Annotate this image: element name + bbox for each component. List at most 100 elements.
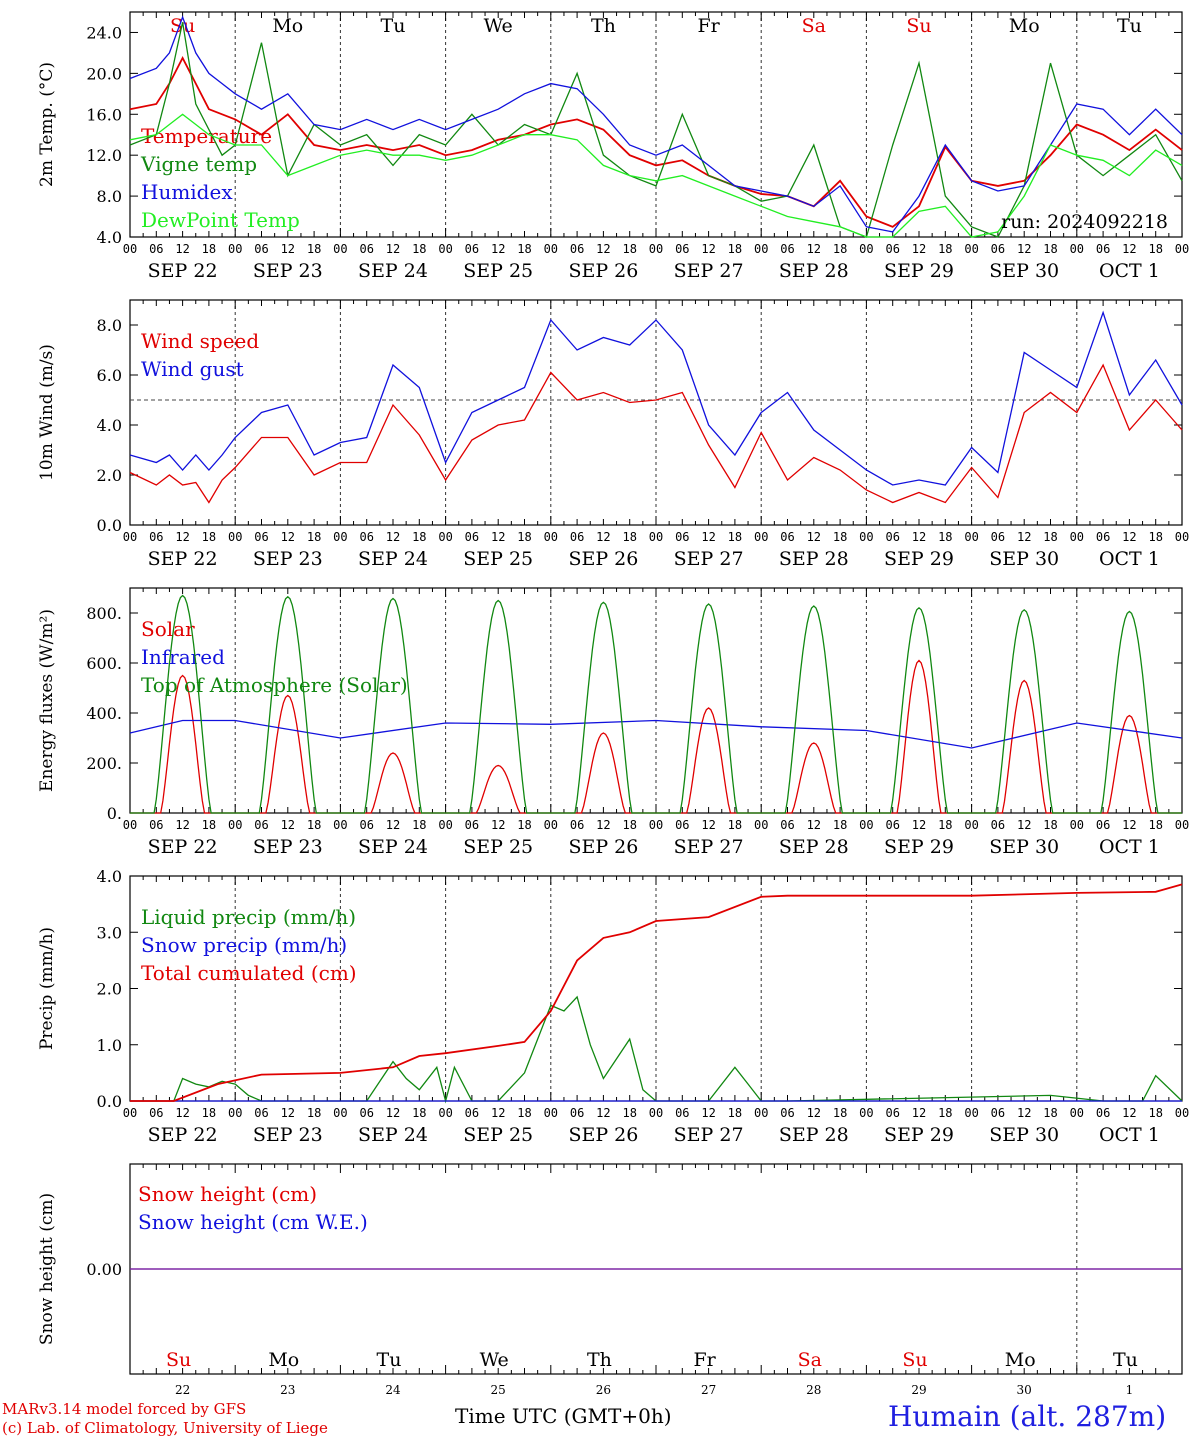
series-line-vigne-temp [129,22,1183,238]
date-label: SEP 27 [674,836,744,858]
hour-tick-label: 00 [123,530,137,544]
hour-tick-label: 18 [517,818,531,832]
day-number-label: 25 [491,1383,506,1397]
day-number-label: 28 [806,1383,821,1397]
weekday-label: We [480,1349,509,1371]
hour-tick-label: 00 [333,818,347,832]
hour-tick-label: 00 [1070,242,1084,256]
hour-tick-label: 12 [1122,242,1136,256]
hour-tick-label: 12 [1017,242,1031,256]
hour-tick-label: 06 [1096,530,1110,544]
date-label: SEP 27 [674,1124,744,1146]
y-tick-label: 2.0 [97,980,122,999]
hour-tick-label: 12 [701,530,715,544]
y-tick-label: 4.0 [97,867,122,886]
hour-tick-label: 12 [281,818,295,832]
day-number-label: 1 [1126,1383,1134,1397]
hour-tick-label: 06 [780,818,794,832]
legend-entry: Wind gust [141,357,244,381]
date-label: SEP 26 [568,1124,638,1146]
hour-tick-label: 18 [202,530,216,544]
hour-tick-label: 06 [570,530,584,544]
day-number-label: 29 [911,1383,926,1397]
hour-tick-label: 06 [675,818,689,832]
weekday-label: Tu [377,1349,402,1371]
hour-tick-label: 06 [465,530,479,544]
hour-tick-label: 12 [491,530,505,544]
legend-entry: Total cumulated (cm) [141,961,357,985]
hour-tick-label: 00 [228,818,242,832]
date-label: SEP 22 [148,836,218,858]
hour-tick-label: 06 [149,242,163,256]
date-label: SEP 27 [674,548,744,570]
hour-tick-label: 06 [1096,1106,1110,1120]
date-label: SEP 23 [253,260,323,282]
y-tick-label: 2.0 [97,466,122,485]
hour-tick-label: 18 [622,242,636,256]
y-tick-label: 4.0 [97,228,122,247]
hour-tick-label: 06 [254,242,268,256]
hour-tick-label: 00 [544,1106,558,1120]
station-name: Humain (alt. 287m) [888,1400,1167,1433]
hour-tick-label: 06 [1096,818,1110,832]
run-annotation: run: 2024092218 [1001,211,1168,233]
hour-tick-label: 18 [412,1106,426,1120]
hour-tick-label: 00 [964,1106,978,1120]
y-tick-label: 400. [86,704,122,723]
hour-tick-label: 00 [333,1106,347,1120]
date-label: SEP 24 [358,1124,428,1146]
hour-tick-label: 00 [438,818,452,832]
hour-tick-label: 12 [386,818,400,832]
hour-tick-label: 12 [1122,530,1136,544]
hour-tick-label: 00 [1070,818,1084,832]
date-label: SEP 26 [568,836,638,858]
date-label: SEP 23 [253,1124,323,1146]
hour-tick-label: 00 [859,1106,873,1120]
hour-tick-label: 06 [149,530,163,544]
legend-entry: Infrared [141,645,225,669]
hour-tick-label: 06 [570,242,584,256]
hour-tick-label: 06 [885,530,899,544]
legend-entry: Humidex [141,180,233,204]
hour-tick-label: 00 [1070,1106,1084,1120]
hour-tick-label: 12 [281,1106,295,1120]
hour-tick-label: 00 [228,530,242,544]
hour-tick-label: 12 [1017,530,1031,544]
legend-entry: Wind speed [141,329,259,353]
y-tick-label: 1.0 [97,1036,122,1055]
series-line-top-of-atmosphere-solar- [130,594,1182,814]
date-label: SEP 29 [884,836,954,858]
weekday-label: Fr [693,1349,716,1371]
hour-tick-label: 18 [938,818,952,832]
y-tick-label: 800. [86,604,122,623]
hour-tick-label: 18 [307,242,321,256]
hour-tick-label: 18 [728,242,742,256]
y-axis-label: Snow height (cm) [37,1193,57,1345]
hour-tick-label: 12 [1017,818,1031,832]
hour-tick-label: 06 [465,1106,479,1120]
hour-tick-label: 18 [1043,242,1057,256]
hour-tick-label: 00 [964,818,978,832]
hour-tick-label: 18 [517,242,531,256]
hour-tick-label: 18 [938,530,952,544]
hour-tick-label: 18 [728,530,742,544]
date-label: SEP 25 [463,548,533,570]
y-tick-label: 6.0 [97,366,122,385]
hour-tick-label: 12 [386,530,400,544]
date-label: SEP 24 [358,836,428,858]
hour-tick-label: 12 [175,818,189,832]
hour-tick-label: 00 [754,242,768,256]
hour-tick-label: 18 [202,818,216,832]
date-label: SEP 28 [779,1124,849,1146]
y-tick-label: 3.0 [97,923,122,942]
hour-tick-label: 12 [912,530,926,544]
series-line-liquid-precip-mm-h- [130,995,1183,1104]
y-tick-label: 0. [107,804,122,823]
hour-tick-label: 00 [1070,530,1084,544]
y-axis-label: Energy fluxes (W/m²) [37,609,57,792]
date-label: SEP 28 [779,548,849,570]
hour-tick-label: 00 [544,530,558,544]
hour-tick-label: 06 [885,818,899,832]
day-number-label: 30 [1017,1383,1032,1397]
hour-tick-label: 06 [254,1106,268,1120]
